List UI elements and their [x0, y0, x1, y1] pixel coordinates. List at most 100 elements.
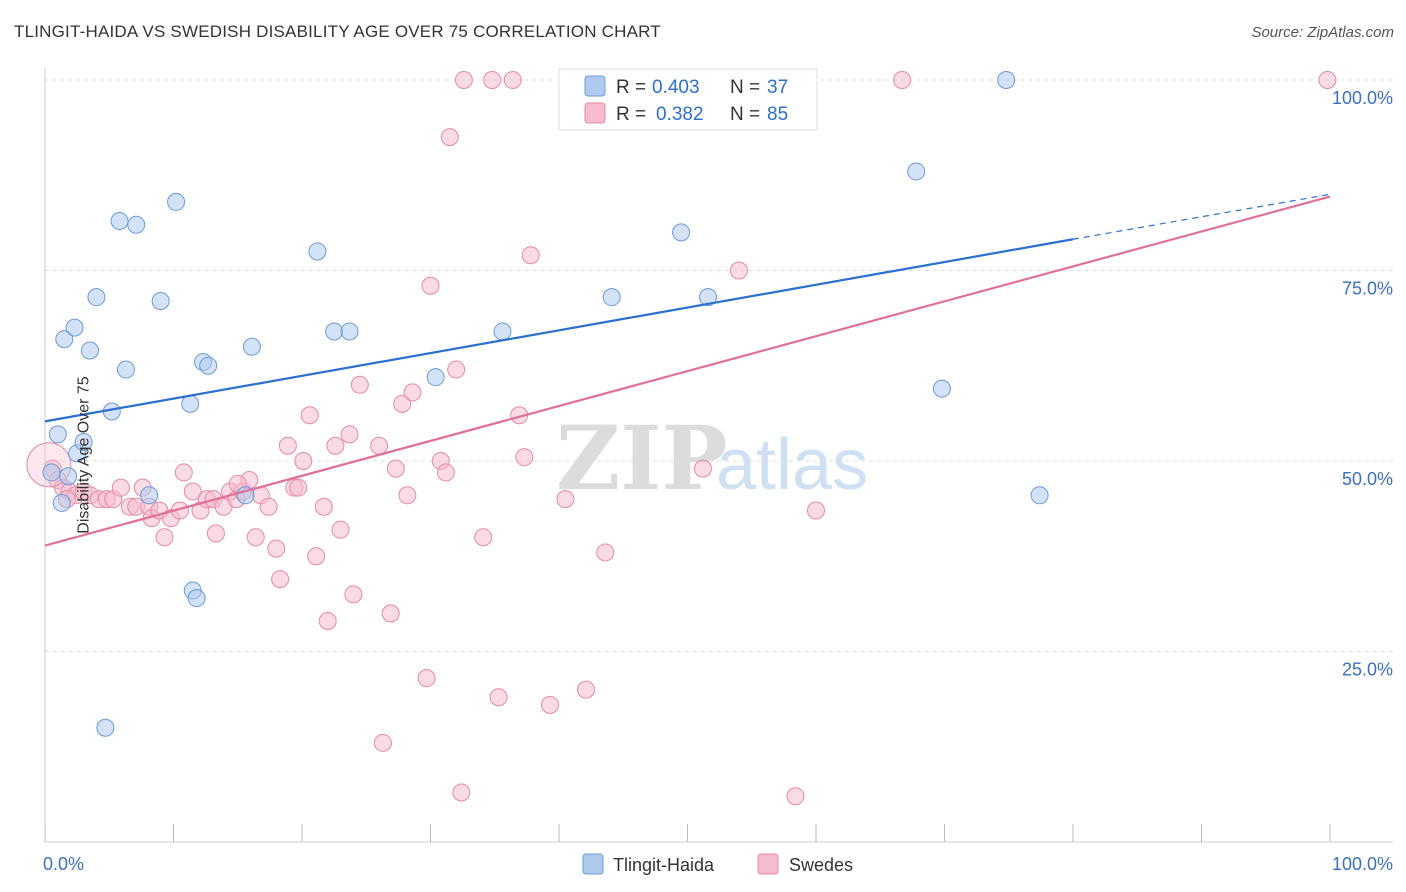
source-label: Source: ZipAtlas.com [1251, 24, 1394, 41]
swedes-point [474, 528, 493, 547]
tlingit-haida-point [42, 463, 61, 482]
trend-lines [44, 193, 1331, 547]
swedes-point [271, 570, 290, 589]
tlingit-haida-point [52, 493, 71, 512]
swedes-point [318, 612, 337, 631]
swedes-point [344, 585, 363, 604]
swedes-point [1318, 71, 1337, 89]
tlingit-haida-point [80, 341, 99, 360]
legend-n-value-1: 37 [767, 77, 788, 98]
tlingit-haida-point [242, 337, 261, 356]
y-tick-label: 50.0% [1342, 469, 1393, 489]
legend-bottom-swatch-blue [582, 853, 604, 875]
tlingit-haida-point [48, 425, 67, 444]
swedes-point [483, 71, 502, 89]
swedes-point [489, 688, 508, 707]
stats-legend: R = 0.403 N = 37 R = 0.382 N = 85 [558, 68, 818, 131]
tlingit-haida-points [42, 71, 1049, 737]
swedes-point [436, 463, 455, 482]
tlingit-haida-point [997, 71, 1016, 89]
y-axis-label: Disability Age Over 75 [75, 376, 93, 534]
tlingit-haida-point [55, 330, 74, 349]
y-tick-label: 100.0% [1332, 88, 1393, 108]
y-tick-label: 75.0% [1342, 279, 1393, 299]
swedes-point [452, 783, 471, 802]
legend-n-label-2: N = [730, 104, 760, 125]
trend-line-tlingit-haida [44, 238, 1074, 423]
tlingit-haida-point [1030, 486, 1049, 505]
tlingit-haida-point [116, 360, 135, 379]
swedes-point [174, 463, 193, 482]
swedes-point [515, 448, 534, 467]
tlingit-haida-point [602, 288, 621, 307]
x-tick-label: 0.0% [43, 854, 84, 874]
swedes-point [340, 425, 359, 444]
tlingit-haida-point [65, 318, 84, 337]
tlingit-haida-point [151, 291, 170, 310]
swedes-point [294, 452, 313, 470]
swedes-point [556, 490, 575, 509]
legend-r-value-2: 0.382 [656, 104, 704, 125]
watermark-atlas: atlas [716, 425, 868, 505]
tlingit-haida-point [110, 211, 129, 230]
legend-swatch-pink [584, 102, 606, 124]
swedes-point [398, 486, 417, 505]
legend-n-label-1: N = [730, 77, 760, 98]
tlingit-haida-point [96, 718, 115, 737]
watermark-zip: ZIP [556, 406, 728, 510]
swedes-point [421, 276, 440, 295]
tlingit-haida-point [932, 379, 951, 398]
swedes-point [393, 394, 412, 413]
swedes-point [807, 501, 825, 520]
tlingit-haida-point [187, 589, 206, 608]
swedes-point [300, 406, 319, 425]
tlingit-haida-point [426, 368, 445, 387]
swedes-point [503, 71, 522, 89]
tlingit-haida-point [340, 322, 359, 341]
tlingit-haida-point [59, 467, 78, 486]
gridlines [45, 79, 1393, 652]
series-legend: Tlingit-Haida Swedes [582, 853, 853, 875]
swedes-point [155, 528, 174, 547]
swedes-point [307, 547, 326, 566]
tlingit-haida-point [87, 288, 106, 307]
legend-swatch-blue [584, 75, 606, 97]
swedes-point [729, 261, 748, 280]
tlingit-haida-point [493, 322, 512, 341]
tick-labels: 25.0% 50.0% 75.0% 100.0% 0.0% 100.0% [43, 88, 1393, 874]
swedes-point [576, 680, 595, 699]
swedes-point [246, 528, 265, 547]
swedes-point [314, 497, 333, 516]
swedes-point [370, 436, 389, 455]
tlingit-haida-point [181, 394, 200, 413]
tlingit-haida-point [325, 322, 344, 341]
swedes-point [454, 71, 473, 89]
y-tick-label: 25.0% [1342, 660, 1393, 680]
legend-r-label-2: R = [616, 104, 646, 125]
tlingit-haida-point [199, 356, 218, 375]
tlingit-haida-point [672, 223, 691, 242]
swedes-point [206, 524, 225, 543]
swedes-point [893, 71, 912, 89]
swedes-point [289, 478, 308, 497]
swedes-point [786, 787, 805, 806]
tlingit-haida-point [140, 486, 159, 505]
tlingit-haida-point [907, 162, 926, 181]
tlingit-haida-point [699, 288, 718, 307]
swedes-point [350, 375, 369, 394]
swedes-point [440, 128, 459, 147]
legend-bottom-label-tlingit: Tlingit-Haida [613, 855, 715, 875]
swedes-point [693, 459, 712, 478]
swedes-point [326, 436, 345, 455]
swedes-point [521, 246, 540, 265]
swedes-point [259, 497, 278, 516]
x-tick-label: 100.0% [1332, 854, 1393, 874]
trend-line-swedes [44, 195, 1331, 547]
tlingit-haida-point [127, 215, 146, 234]
swedes-point [373, 733, 392, 752]
swedes-point [386, 459, 405, 478]
swedes-point [541, 695, 560, 714]
swedes-point [403, 383, 422, 402]
tlingit-haida-point [74, 432, 93, 451]
tlingit-haida-point [167, 192, 186, 211]
